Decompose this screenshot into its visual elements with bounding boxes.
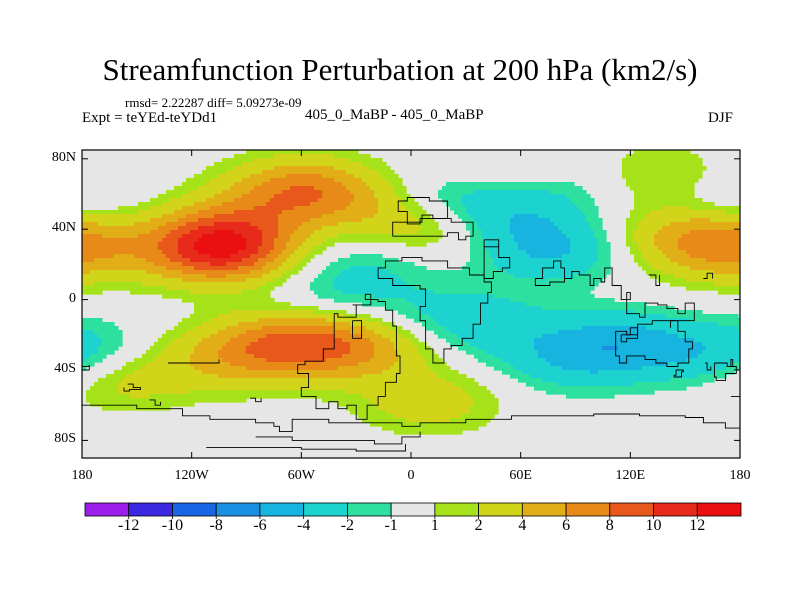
colorbar-label: -2 xyxy=(340,517,355,534)
colorbar-label: 6 xyxy=(562,517,571,534)
coastlines xyxy=(82,197,740,452)
rmsd-stat: rmsd= 2.22287 diff= 5.09273e-09 xyxy=(125,95,302,111)
lat-label: 40N xyxy=(51,220,76,236)
lon-label: 0 xyxy=(407,468,415,483)
colorbar-label: 2 xyxy=(474,517,483,534)
coastline-11 xyxy=(392,218,474,241)
colorbar-label: -1 xyxy=(384,517,398,534)
colorbar-swatch xyxy=(565,502,611,517)
lon-label: 60E xyxy=(509,468,532,483)
lon-label: 120W xyxy=(174,468,209,483)
axis-ticks xyxy=(81,150,741,458)
coastline-16 xyxy=(673,369,684,378)
colorbar-label: 10 xyxy=(645,517,662,534)
coastline-24 xyxy=(703,272,714,279)
colorbar-swatch xyxy=(259,502,305,517)
coastline-8 xyxy=(377,256,492,364)
coastline-12 xyxy=(483,246,511,279)
colorbar-swatch xyxy=(521,502,567,517)
colorbar-label: 4 xyxy=(518,517,527,534)
coastline-13 xyxy=(534,260,565,286)
chart-title: Streamfunction Perturbation at 200 hPa (… xyxy=(102,52,698,87)
colorbar-swatch xyxy=(653,502,698,517)
lon-label: 60W xyxy=(287,468,315,483)
coastline-1 xyxy=(123,383,141,392)
colorbar xyxy=(84,502,742,519)
lon-label: 120E xyxy=(615,468,646,483)
coastline-7 xyxy=(297,293,401,420)
coastline-20 xyxy=(727,358,734,367)
colorbar-swatch xyxy=(434,502,480,517)
colorbar-swatch xyxy=(696,502,742,517)
colorbar-label: 1 xyxy=(430,517,439,534)
coastline-17 xyxy=(713,362,737,382)
colorbar-swatch xyxy=(390,502,436,517)
lat-label: 40S xyxy=(54,361,76,376)
colorbar-label: -4 xyxy=(296,517,311,534)
colorbar-swatch xyxy=(172,502,217,517)
colorbar-swatch xyxy=(215,502,261,517)
coastline-25 xyxy=(483,239,500,247)
colorbar-swatch xyxy=(478,502,523,517)
lon-label: 180 xyxy=(71,468,93,483)
lat-label: 80N xyxy=(51,149,76,165)
coastline-2 xyxy=(149,399,162,406)
coastline-18 xyxy=(620,327,639,343)
coastline-9 xyxy=(352,320,363,339)
coastline-4 xyxy=(82,404,740,433)
coastline-0 xyxy=(167,359,220,364)
season-label: DJF xyxy=(708,110,734,126)
colorbar-label: -8 xyxy=(209,517,223,534)
colorbar-label: 12 xyxy=(689,517,706,534)
coastline-14 xyxy=(564,267,695,328)
lat-label: 0 xyxy=(69,290,76,306)
coastline-21 xyxy=(730,395,740,399)
coastline-6 xyxy=(206,443,406,452)
colorbar-label: -6 xyxy=(253,517,267,534)
colorbar-swatch xyxy=(128,502,173,517)
coastline-5 xyxy=(255,431,421,445)
lat-label: 80S xyxy=(54,431,76,447)
colorbar-swatch xyxy=(303,502,348,517)
coastline-15 xyxy=(615,320,693,367)
colorbar-label: -12 xyxy=(118,517,140,534)
colorbar-swatch xyxy=(346,502,392,517)
diff-label: diff= 5.09273e-09 xyxy=(207,95,302,110)
colorbar-label: -10 xyxy=(161,517,184,534)
coastline-23 xyxy=(648,274,661,286)
colorbar-swatch xyxy=(609,502,654,517)
colorbar-label: 8 xyxy=(605,517,614,534)
experiment-label: Expt = teYEd-teYDd1 xyxy=(82,110,218,126)
coastline-19 xyxy=(705,362,712,371)
coastline-3 xyxy=(250,397,262,403)
colorbar-swatch xyxy=(84,502,130,517)
lon-label: 180 xyxy=(729,468,751,483)
comparison-label: 405_0_MaBP - 405_0_MaBP xyxy=(305,107,484,123)
coastline-10 xyxy=(397,197,449,223)
rmsd-label: rmsd= 2.22287 xyxy=(125,95,204,110)
streamfunction-field xyxy=(82,150,740,458)
